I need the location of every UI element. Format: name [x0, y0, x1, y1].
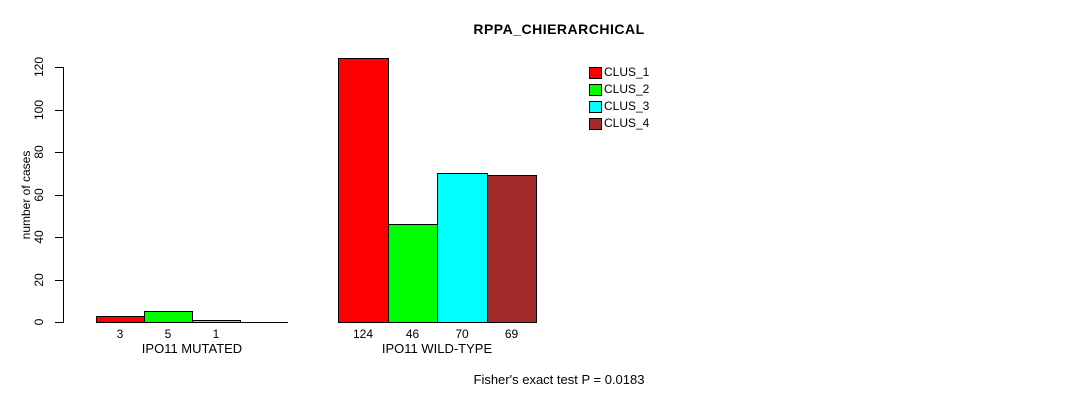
bar-clus_3 [192, 320, 241, 323]
category-label: IPO11 WILD-TYPE [381, 341, 493, 356]
y-tick-label: 60 [32, 188, 46, 202]
y-tick [55, 322, 63, 323]
bar-clus_4 [487, 175, 537, 323]
bar-clus_2 [388, 224, 438, 323]
bar-clus_1 [338, 58, 389, 323]
y-tick-label: 40 [32, 230, 46, 244]
y-tick-label: 20 [32, 273, 46, 287]
legend-swatch-clus_2 [589, 84, 602, 96]
y-axis-line [63, 67, 64, 323]
y-tick-label: 100 [32, 99, 46, 121]
y-tick [55, 152, 63, 153]
category-label: IPO11 MUTATED [141, 341, 243, 356]
bar-value-label: 1 [212, 327, 220, 341]
y-tick-label: 80 [32, 145, 46, 159]
legend-swatch-clus_1 [589, 67, 602, 79]
bar-clus_3 [437, 173, 488, 323]
y-tick [55, 110, 63, 111]
bar-value-label: 70 [455, 327, 469, 341]
bar-value-label: 69 [504, 327, 519, 341]
bar-clus_1 [96, 316, 145, 323]
legend-label: CLUS_1 [604, 65, 650, 79]
y-axis-title: number of cases [19, 150, 33, 240]
y-tick-label: 0 [32, 318, 46, 326]
bar-clus_2 [144, 311, 193, 323]
y-tick-label: 120 [32, 56, 46, 78]
y-tick [55, 67, 63, 68]
legend-swatch-clus_3 [589, 101, 602, 113]
chart-title: RPPA_CHIERARCHICAL [473, 21, 645, 37]
footnote: Fisher's exact test P = 0.0183 [473, 372, 645, 387]
y-tick [55, 237, 63, 238]
bar-value-label: 46 [405, 327, 420, 341]
legend-swatch-clus_4 [589, 118, 602, 130]
legend-label: CLUS_3 [604, 99, 650, 113]
y-tick [55, 280, 63, 281]
bar-value-label: 5 [164, 327, 172, 341]
y-tick [55, 195, 63, 196]
bar-value-label: 3 [116, 327, 124, 341]
legend-label: CLUS_2 [604, 82, 650, 96]
bar-value-label: 124 [352, 327, 374, 341]
legend-label: CLUS_4 [604, 116, 650, 130]
